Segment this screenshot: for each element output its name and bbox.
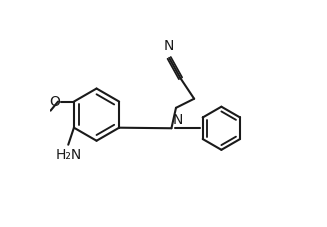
Text: N: N: [173, 113, 183, 127]
Text: N: N: [164, 39, 174, 53]
Text: H₂N: H₂N: [55, 148, 81, 162]
Text: O: O: [49, 95, 60, 109]
